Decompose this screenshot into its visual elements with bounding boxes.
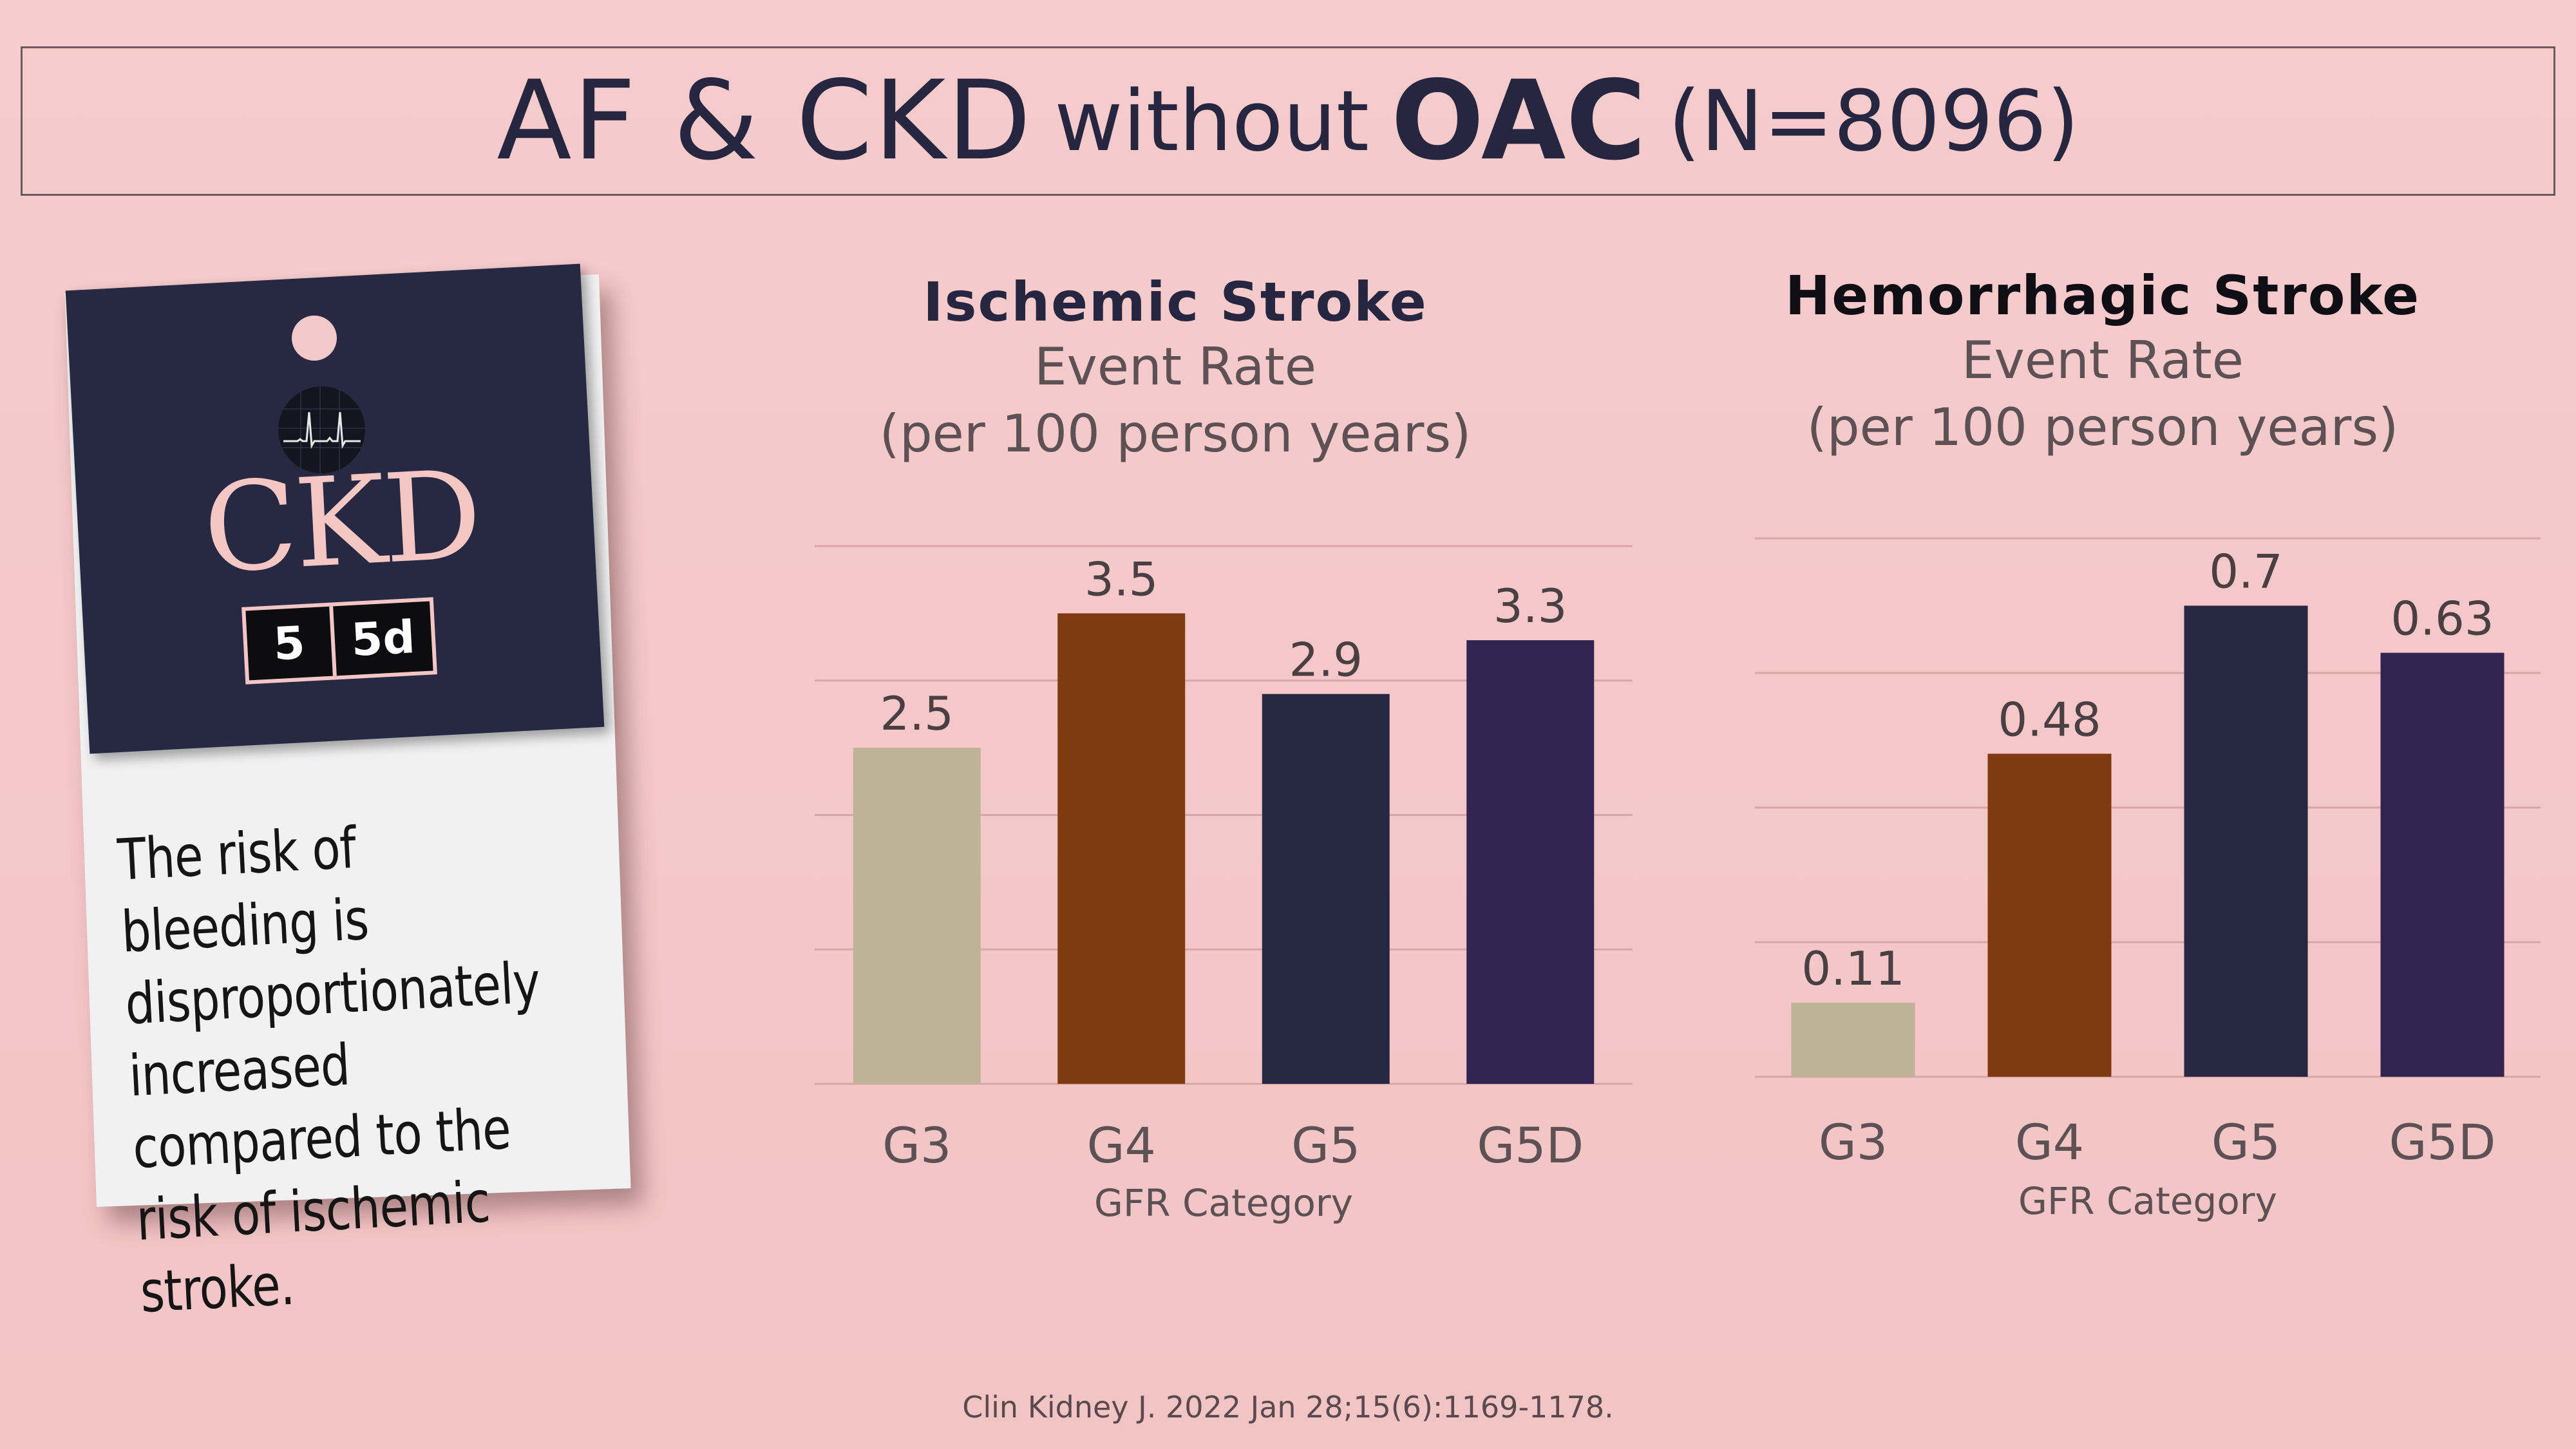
hemorrhagic-tick-label: G5 xyxy=(2211,1113,2280,1171)
hemorrhagic-bar-g5 xyxy=(2184,605,2308,1077)
ischemic-value-label: 2.5 xyxy=(880,687,954,741)
title-part2: without xyxy=(1054,72,1369,170)
ischemic-tick-label: G5D xyxy=(1477,1117,1584,1174)
hemorrhagic-tick-label: G5D xyxy=(2389,1113,2496,1171)
hemorrhagic-value-label: 0.48 xyxy=(1998,692,2101,746)
hemorrhagic-value-label: 0.63 xyxy=(2391,592,2494,646)
ischemic-value-label: 3.3 xyxy=(1493,579,1567,633)
hemorrhagic-bar-g3 xyxy=(1791,1003,1915,1077)
hemorrhagic-bar-g5d xyxy=(2380,652,2505,1077)
ischemic-x-axis-label: GFR Category xyxy=(1094,1181,1353,1225)
ischemic-bar-g3 xyxy=(853,748,981,1084)
footer-citation: Clin Kidney J. 2022 Jan 28;15(6):1169-11… xyxy=(962,1390,1614,1425)
ischemic-tick-label: G3 xyxy=(882,1117,951,1174)
title-box: AF & CKD without OAC (N=8096) xyxy=(21,46,2555,196)
ckd-tag-card: CKD 5 5d The risk of bleeding is disprop… xyxy=(0,0,644,1325)
ischemic-chart-title: Ischemic Stroke xyxy=(923,270,1428,334)
ecg-icon xyxy=(278,386,365,473)
ischemic-tick-label: G5 xyxy=(1291,1117,1360,1174)
ischemic-bar-g4 xyxy=(1057,613,1186,1084)
hemorrhagic-value-label: 0.7 xyxy=(2209,545,2283,599)
hemorrhagic-chart-title: Hemorrhagic Stroke xyxy=(1785,264,2421,327)
title-part1: AF & CKD xyxy=(497,57,1033,185)
ischemic-chart-subtitle1: Event Rate xyxy=(1034,337,1317,397)
title-part4: (N=8096) xyxy=(1668,72,2079,170)
hemorrhagic-chart-subtitle2: (per 100 person years) xyxy=(1806,397,2399,457)
hemorrhagic-value-label: 0.11 xyxy=(1801,942,1904,996)
hemorrhagic-bar-g4 xyxy=(1987,753,2112,1077)
ischemic-tick-label: G4 xyxy=(1087,1117,1156,1174)
ischemic-chart-subtitle2: (per 100 person years) xyxy=(879,404,1472,464)
hemorrhagic-tick-label: G3 xyxy=(1819,1113,1888,1171)
ischemic-value-label: 2.9 xyxy=(1289,633,1363,687)
tag-hole xyxy=(292,316,337,361)
hemorrhagic-chart-header: Hemorrhagic Stroke Event Rate (per 100 p… xyxy=(1716,264,2489,461)
ischemic-chart-header: Ischemic Stroke Event Rate (per 100 pers… xyxy=(789,270,1562,468)
hemorrhagic-chart-subtitle1: Event Rate xyxy=(1961,330,2244,390)
title-part3: OAC xyxy=(1390,57,1647,185)
ischemic-value-label: 3.5 xyxy=(1084,552,1159,606)
hemorrhagic-x-axis-label: GFR Category xyxy=(2018,1179,2277,1223)
hemorrhagic-tick-label: G4 xyxy=(2015,1113,2084,1171)
ischemic-bar-g5d xyxy=(1466,640,1595,1084)
ischemic-bar-g5 xyxy=(1262,694,1390,1084)
